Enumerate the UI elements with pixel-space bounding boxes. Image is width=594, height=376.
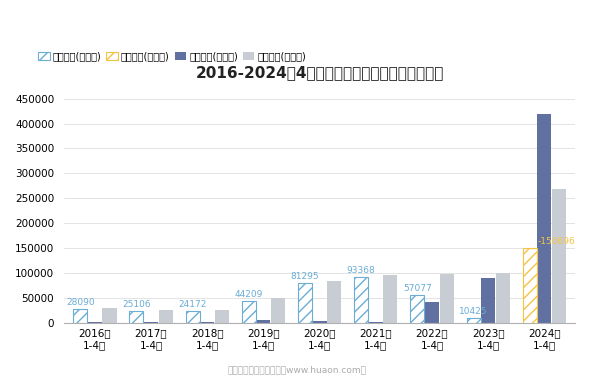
Bar bbox=[159, 309, 173, 323]
Bar bbox=[552, 189, 566, 323]
Bar bbox=[369, 322, 383, 323]
Bar bbox=[440, 274, 454, 323]
Bar bbox=[298, 283, 312, 323]
Text: 93368: 93368 bbox=[347, 265, 375, 274]
Bar bbox=[185, 311, 200, 323]
Bar bbox=[538, 114, 551, 323]
Bar bbox=[312, 321, 327, 323]
Bar bbox=[523, 248, 537, 323]
Legend: 贸易顺差(万美元), 贸易逆差(万美元), 进口总额(万美元), 出口总额(万美元): 贸易顺差(万美元), 贸易逆差(万美元), 进口总额(万美元), 出口总额(万美… bbox=[38, 51, 306, 61]
Text: 25106: 25106 bbox=[122, 300, 151, 309]
Text: 制图：华经产业研究院（www.huaon.com）: 制图：华经产业研究院（www.huaon.com） bbox=[228, 365, 366, 374]
Text: 57077: 57077 bbox=[403, 284, 432, 293]
Bar bbox=[327, 281, 342, 323]
Bar bbox=[88, 322, 102, 323]
Bar bbox=[481, 278, 495, 323]
Bar bbox=[257, 320, 270, 323]
Bar bbox=[73, 309, 87, 323]
Text: 81295: 81295 bbox=[290, 272, 320, 280]
Bar bbox=[200, 322, 214, 323]
Bar bbox=[466, 318, 481, 323]
Text: 24172: 24172 bbox=[178, 300, 207, 309]
Bar bbox=[215, 310, 229, 323]
Bar bbox=[496, 273, 510, 323]
Bar bbox=[242, 301, 256, 323]
Bar bbox=[129, 311, 144, 323]
Bar bbox=[271, 298, 285, 323]
Bar bbox=[144, 322, 158, 323]
Text: 28090: 28090 bbox=[66, 298, 94, 307]
Bar bbox=[410, 295, 424, 323]
Bar bbox=[102, 308, 116, 323]
Text: 10425: 10425 bbox=[459, 307, 488, 316]
Bar bbox=[425, 302, 439, 323]
Title: 2016-2024年4月厦门象屿综合保税区进出口差额: 2016-2024年4月厦门象屿综合保税区进出口差额 bbox=[195, 65, 444, 80]
Bar bbox=[383, 275, 397, 323]
Text: -150696: -150696 bbox=[538, 237, 575, 246]
Bar bbox=[354, 277, 368, 323]
Text: 44209: 44209 bbox=[235, 290, 263, 299]
